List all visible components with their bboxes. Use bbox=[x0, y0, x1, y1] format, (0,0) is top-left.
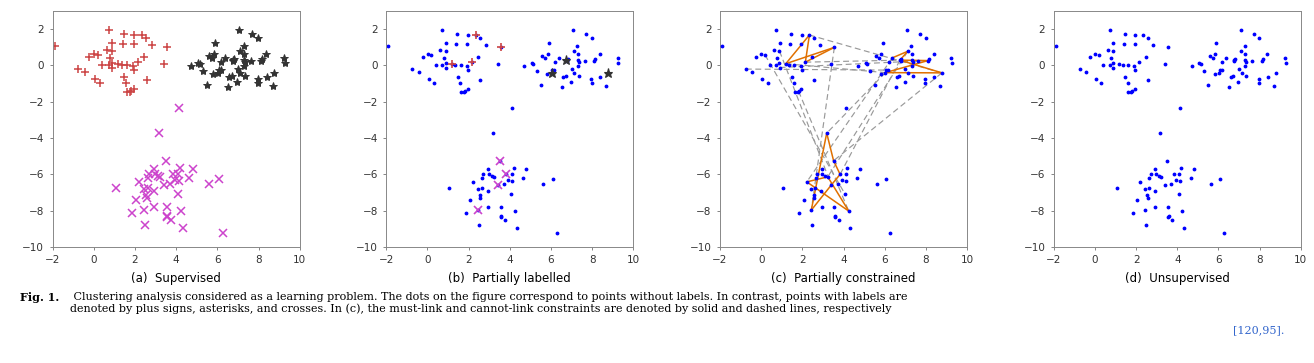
X-axis label: (b)  Partially labelled: (b) Partially labelled bbox=[448, 272, 572, 285]
Text: Clustering analysis considered as a learning problem. The dots on the figure cor: Clustering analysis considered as a lear… bbox=[70, 292, 907, 314]
X-axis label: (a)  Supervised: (a) Supervised bbox=[131, 272, 221, 285]
Text: Fig. 1.: Fig. 1. bbox=[20, 292, 59, 303]
Text: [120,95].: [120,95]. bbox=[1233, 326, 1284, 336]
X-axis label: (c)  Partially constrained: (c) Partially constrained bbox=[771, 272, 916, 285]
X-axis label: (d)  Unsupervised: (d) Unsupervised bbox=[1125, 272, 1230, 285]
